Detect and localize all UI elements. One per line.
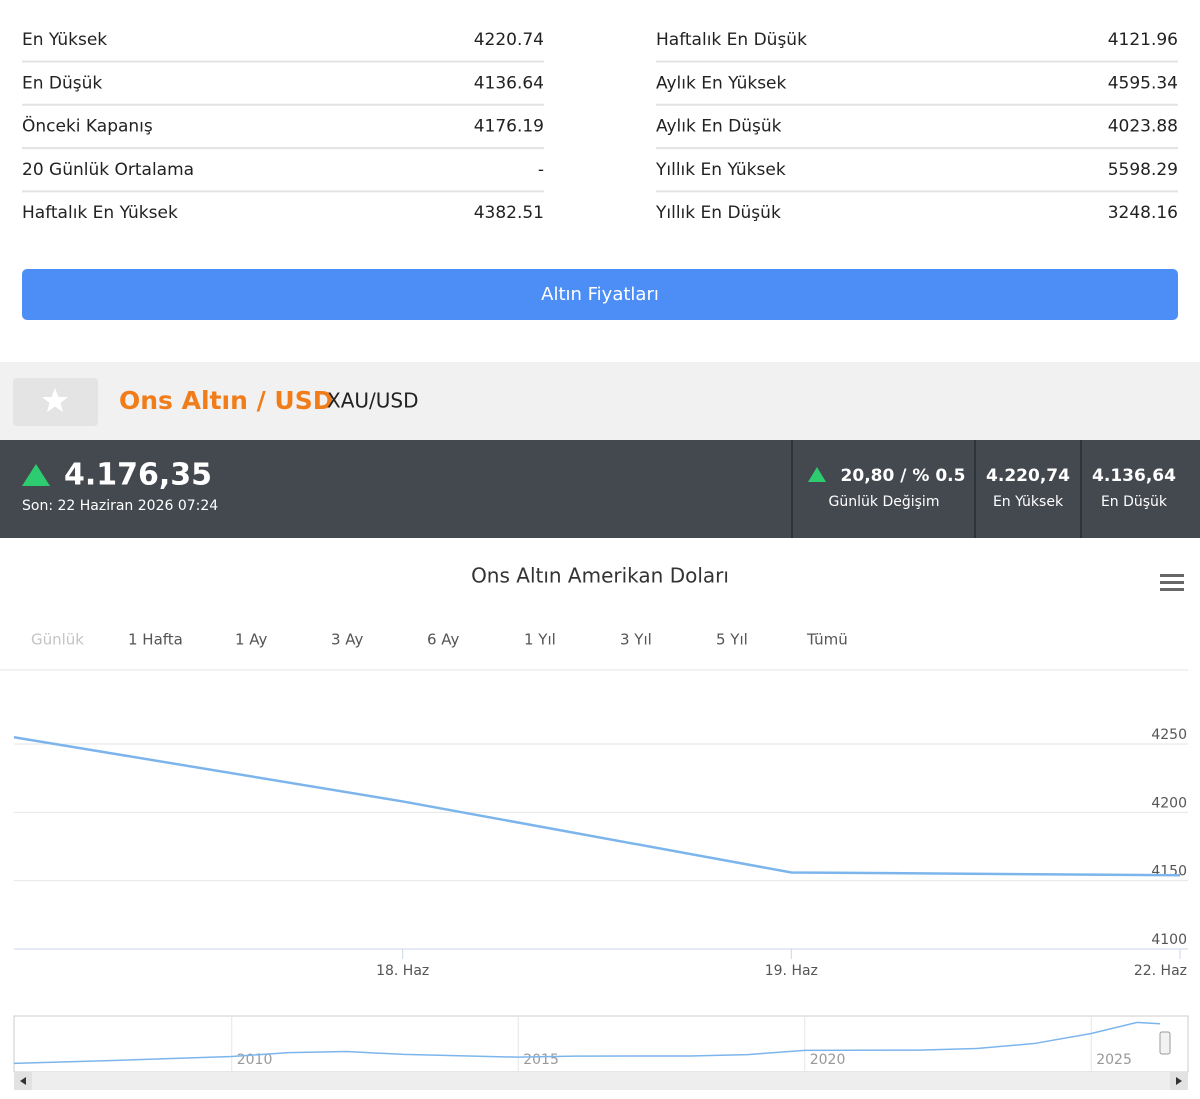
stat-label: En Düşük [22, 73, 102, 93]
y-tick-label: 4150 [1151, 864, 1187, 880]
cell-value: 4.136,64 [1092, 466, 1176, 486]
price-line [13, 735, 1181, 877]
y-tick-label: 4100 [1151, 932, 1187, 948]
header-bg [0, 362, 1200, 440]
stat-value: 4136.64 [474, 73, 544, 93]
stat-value: 5598.29 [1108, 160, 1178, 180]
arrow [20, 1077, 26, 1085]
navigator-label: 2020 [810, 1052, 846, 1068]
stat-label: Aylık En Düşük [656, 117, 782, 137]
last-update: Son: 22 Haziran 2026 07:24 [22, 498, 218, 514]
x-tick-label: 19. Haz [765, 963, 818, 979]
range-button[interactable]: 3 Ay [331, 631, 364, 649]
stat-value: 4382.51 [474, 203, 544, 223]
stat-label: Yıllık En Yüksek [655, 160, 786, 180]
stat-value: 4595.34 [1108, 73, 1178, 93]
y-tick-label: 4200 [1151, 795, 1187, 811]
price: 4.176,35 [64, 458, 212, 493]
stat-value: 4023.88 [1108, 117, 1178, 137]
cell-label: Günlük Değişim [829, 494, 940, 510]
stat-value: 4220.74 [474, 30, 544, 50]
y-tick-label: 4250 [1151, 727, 1187, 743]
cell-label: En Yüksek [993, 494, 1064, 510]
stat-label: Aylık En Yüksek [656, 73, 787, 93]
stat-label: Önceki Kapanış [22, 115, 153, 137]
instrument-title: Ons Altın / USD [119, 386, 333, 415]
navigator-label: 2015 [523, 1052, 559, 1068]
stat-value: 4121.96 [1108, 30, 1178, 50]
navigator-line [13, 1021, 1161, 1065]
cell-label: En Düşük [1101, 494, 1168, 510]
range-button[interactable]: 6 Ay [427, 631, 460, 649]
stat-value: 4176.19 [474, 117, 544, 137]
stat-label: Haftalık En Düşük [656, 30, 807, 50]
button-label: Altın Fiyatları [541, 284, 659, 305]
x-tick-label: 18. Haz [376, 963, 429, 979]
menu-icon[interactable] [1160, 574, 1184, 591]
arrow [1176, 1077, 1182, 1085]
quote-bar [0, 440, 1200, 538]
range-button[interactable]: 1 Yıl [524, 631, 556, 649]
navigator-handle[interactable] [1159, 1031, 1171, 1055]
navigator [13, 1015, 1189, 1073]
navigator-label: 2025 [1096, 1052, 1132, 1068]
range-button[interactable]: Günlük [31, 631, 84, 649]
range-button[interactable]: 5 Yıl [716, 631, 748, 649]
range-button[interactable]: Tümü [806, 631, 848, 649]
chart-title: Ons Altın Amerikan Doları [471, 564, 729, 588]
stat-value: 3248.16 [1108, 203, 1178, 223]
up-arrow [808, 467, 826, 482]
range-button[interactable]: 1 Hafta [128, 631, 183, 649]
cell-value: 20,80 / % 0.5 [841, 466, 966, 486]
x-tick-label: 22. Haz [1134, 963, 1187, 979]
stat-value: - [538, 160, 544, 180]
range-button[interactable]: 3 Yıl [620, 631, 652, 649]
stat-label: 20 Günlük Ortalama [22, 160, 194, 180]
instrument-symbol: XAU/USD [327, 389, 419, 413]
stat-label: Haftalık En Yüksek [22, 203, 178, 223]
star-icon [42, 388, 68, 412]
stat-label: Yıllık En Düşük [655, 203, 781, 223]
range-button[interactable]: 1 Ay [235, 631, 268, 649]
cell-value: 4.220,74 [986, 466, 1070, 486]
scrollbar[interactable] [14, 1072, 1188, 1090]
prices-button[interactable] [22, 269, 1178, 320]
stat-label: En Yüksek [22, 30, 107, 50]
up-arrow [22, 464, 50, 486]
